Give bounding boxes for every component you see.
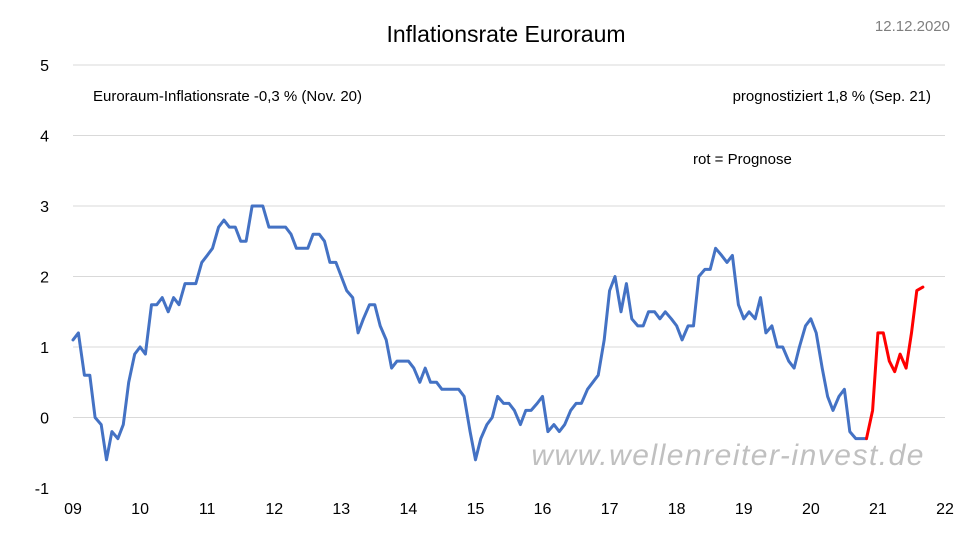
x-tick-label: 16 [534, 501, 552, 518]
y-tick-label: 3 [40, 199, 49, 216]
y-tick-label: 2 [40, 270, 49, 287]
x-tick-label: 15 [467, 501, 485, 518]
chart-title: Inflationsrate Euroraum [386, 21, 625, 47]
y-axis-ticks: -1 0 1 2 3 4 5 [35, 58, 49, 498]
x-axis-ticks: 09 10 11 12 13 14 15 16 17 18 19 20 21 22 [64, 501, 954, 518]
x-tick-label: 22 [936, 501, 954, 518]
forecast-annotation: prognostiziert 1,8 % (Sep. 21) [733, 88, 931, 105]
y-tick-label: 4 [40, 129, 49, 146]
y-tick-label: -1 [35, 481, 49, 498]
x-tick-label: 19 [735, 501, 753, 518]
x-tick-label: 18 [668, 501, 686, 518]
x-tick-label: 11 [199, 501, 216, 518]
chart-date: 12.12.2020 [875, 18, 950, 35]
x-tick-label: 17 [601, 501, 619, 518]
watermark: www.wellenreiter-invest.de [531, 439, 925, 472]
x-tick-label: 13 [332, 501, 350, 518]
y-tick-label: 0 [40, 411, 49, 428]
series-line-forecast [865, 285, 925, 441]
y-tick-label: 5 [40, 58, 49, 75]
x-tick-label: 21 [869, 501, 887, 518]
series-lines [71, 204, 925, 462]
x-tick-label: 14 [399, 501, 417, 518]
x-tick-label: 20 [802, 501, 820, 518]
x-tick-label: 10 [131, 501, 149, 518]
x-tick-label: 12 [265, 501, 283, 518]
y-tick-label: 1 [40, 340, 49, 357]
current-inflation-annotation: Euroraum-Inflationsrate -0,3 % (Nov. 20) [93, 88, 362, 105]
gridlines [73, 64, 945, 418]
series-line-actual [71, 204, 868, 462]
forecast-legend-note: rot = Prognose [693, 151, 792, 168]
x-tick-label: 09 [64, 501, 82, 518]
